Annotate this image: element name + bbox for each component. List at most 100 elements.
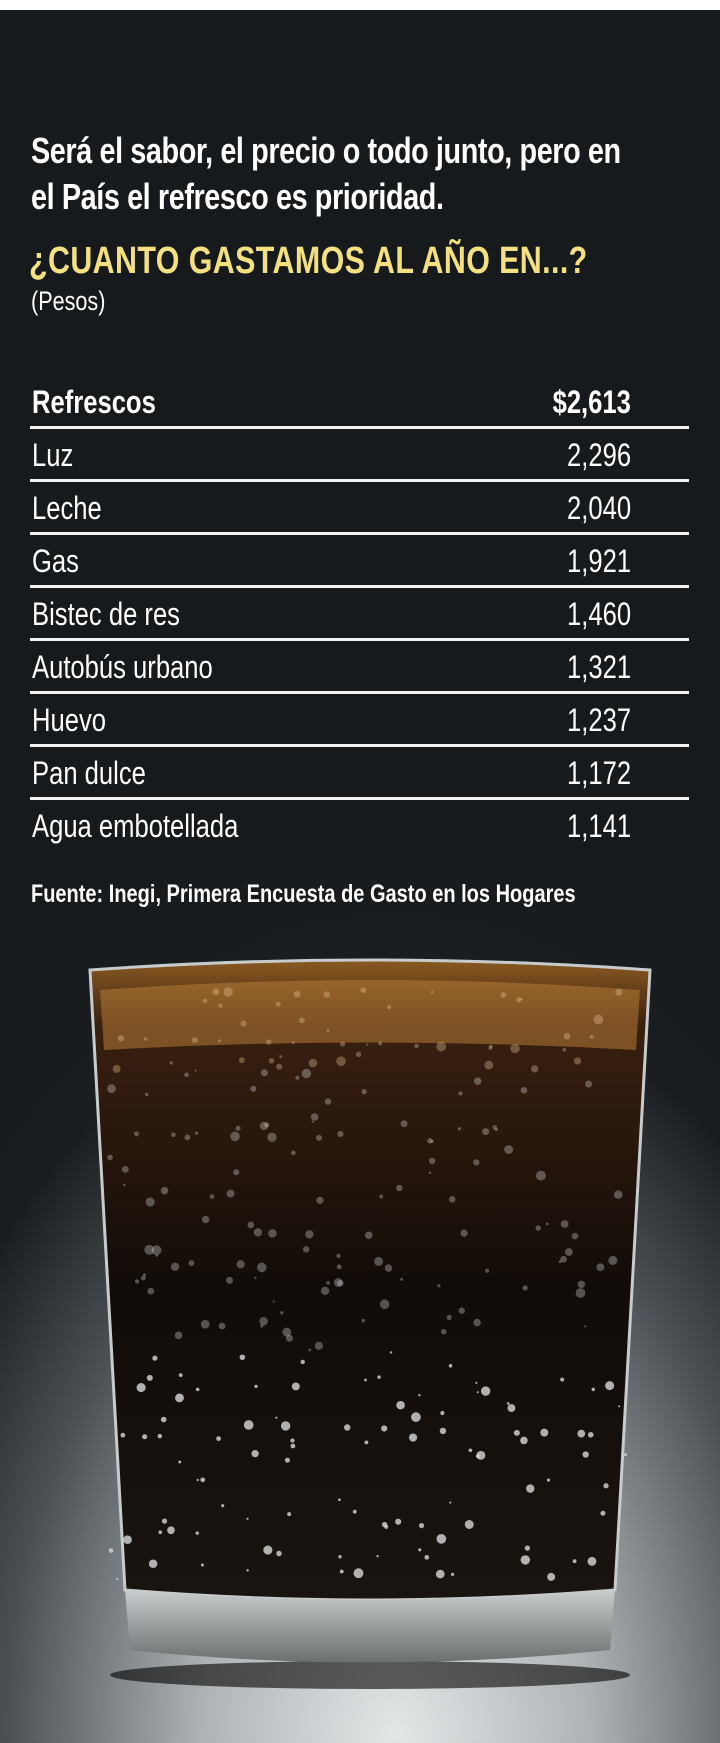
bubble <box>188 1260 195 1266</box>
bubble <box>411 1412 421 1422</box>
bubble <box>246 1569 249 1572</box>
bubble <box>259 1317 268 1326</box>
bubble <box>268 1058 275 1064</box>
bubble <box>361 1088 367 1095</box>
bubble <box>603 1483 609 1489</box>
bubble <box>276 1550 282 1557</box>
bubble <box>338 1555 342 1559</box>
bubble <box>418 1548 422 1552</box>
bubble <box>251 1449 259 1458</box>
bubble <box>239 1354 246 1361</box>
bubble <box>290 1443 296 1449</box>
bubble <box>338 1498 341 1502</box>
bubble <box>196 1478 199 1482</box>
bubble <box>336 1264 342 1270</box>
bubble <box>324 1098 332 1105</box>
bubble <box>200 1477 206 1483</box>
table-row: Huevo 1,237 <box>30 694 689 747</box>
bubble <box>510 1043 520 1054</box>
bubble <box>396 1400 405 1410</box>
bubble <box>571 1232 579 1240</box>
bubble <box>308 1348 312 1352</box>
bubble <box>488 1045 493 1050</box>
bubble <box>489 1044 493 1048</box>
bubble <box>140 1275 146 1281</box>
row-value: 2,040 <box>566 490 631 526</box>
bubble <box>562 1047 567 1052</box>
bubble <box>146 1374 153 1381</box>
bubble <box>414 1043 419 1049</box>
bubble <box>563 1032 571 1040</box>
bubble <box>428 1157 436 1165</box>
bubble <box>275 1416 278 1419</box>
bubble <box>178 1460 182 1464</box>
bubble <box>305 1230 314 1239</box>
bubble <box>613 1190 623 1199</box>
bubble <box>184 1134 191 1141</box>
bubble <box>440 1410 445 1416</box>
bubble <box>263 1545 273 1555</box>
bubble <box>460 1229 468 1237</box>
bubble <box>564 1248 573 1256</box>
bubble <box>195 1531 199 1535</box>
bubble <box>235 1125 241 1131</box>
bubble <box>436 1533 447 1544</box>
bubble <box>155 1254 159 1257</box>
bubble <box>161 1518 168 1524</box>
bubble <box>272 1300 275 1303</box>
bubble <box>475 1381 478 1384</box>
bubble <box>323 991 330 998</box>
row-value: 1,921 <box>566 543 631 579</box>
bubble <box>223 987 234 997</box>
bubble <box>339 1569 344 1574</box>
bubble <box>200 1563 204 1567</box>
bubble <box>107 1154 113 1161</box>
bubble <box>448 1195 456 1203</box>
row-label: Leche <box>32 490 102 526</box>
bubble <box>123 1535 132 1545</box>
bubble <box>260 1069 269 1077</box>
bubble <box>546 1478 551 1482</box>
bubble <box>355 1051 362 1057</box>
bubble <box>379 1194 384 1199</box>
bubble <box>418 1393 421 1397</box>
bubble <box>226 1276 234 1284</box>
bubble <box>195 1387 200 1392</box>
bubble <box>280 1421 291 1431</box>
bubble <box>437 1284 441 1288</box>
bubble <box>504 1145 514 1154</box>
bubble <box>116 1578 119 1581</box>
bubble <box>439 1427 447 1435</box>
bubble <box>500 992 507 998</box>
bubble <box>250 1085 257 1092</box>
bubble <box>624 1453 627 1457</box>
bubble <box>400 1277 404 1281</box>
table-row: Leche 2,040 <box>30 482 689 535</box>
bubble <box>221 1504 225 1508</box>
row-label: Huevo <box>32 702 106 738</box>
bubble <box>457 1127 462 1131</box>
bubble <box>377 1375 381 1379</box>
row-value: 1,460 <box>566 596 631 632</box>
bubble <box>311 1120 314 1123</box>
bubble <box>174 1331 183 1340</box>
bubble <box>152 1355 158 1361</box>
bubble <box>589 1035 594 1039</box>
bubble <box>300 1359 305 1365</box>
bubble <box>158 1530 163 1535</box>
bubble <box>374 1256 384 1267</box>
bubble <box>175 1393 184 1403</box>
bubble <box>280 1311 284 1315</box>
bubble <box>143 1037 148 1041</box>
spending-table: Refrescos $2,613 Luz 2,296 Leche 2,040 Gas 1,92… <box>30 376 689 850</box>
bubble <box>336 1056 346 1067</box>
headline-line-1: Será el sabor, el precio o todo junto, p… <box>31 130 621 171</box>
cola-glass-image <box>88 958 652 1689</box>
row-label: Pan dulce <box>32 755 146 791</box>
bubble <box>333 1278 343 1287</box>
bubble <box>302 1246 310 1253</box>
bubble <box>295 1075 300 1080</box>
bubble <box>596 1263 605 1272</box>
bubble <box>484 1060 494 1070</box>
bubble <box>264 1122 270 1128</box>
